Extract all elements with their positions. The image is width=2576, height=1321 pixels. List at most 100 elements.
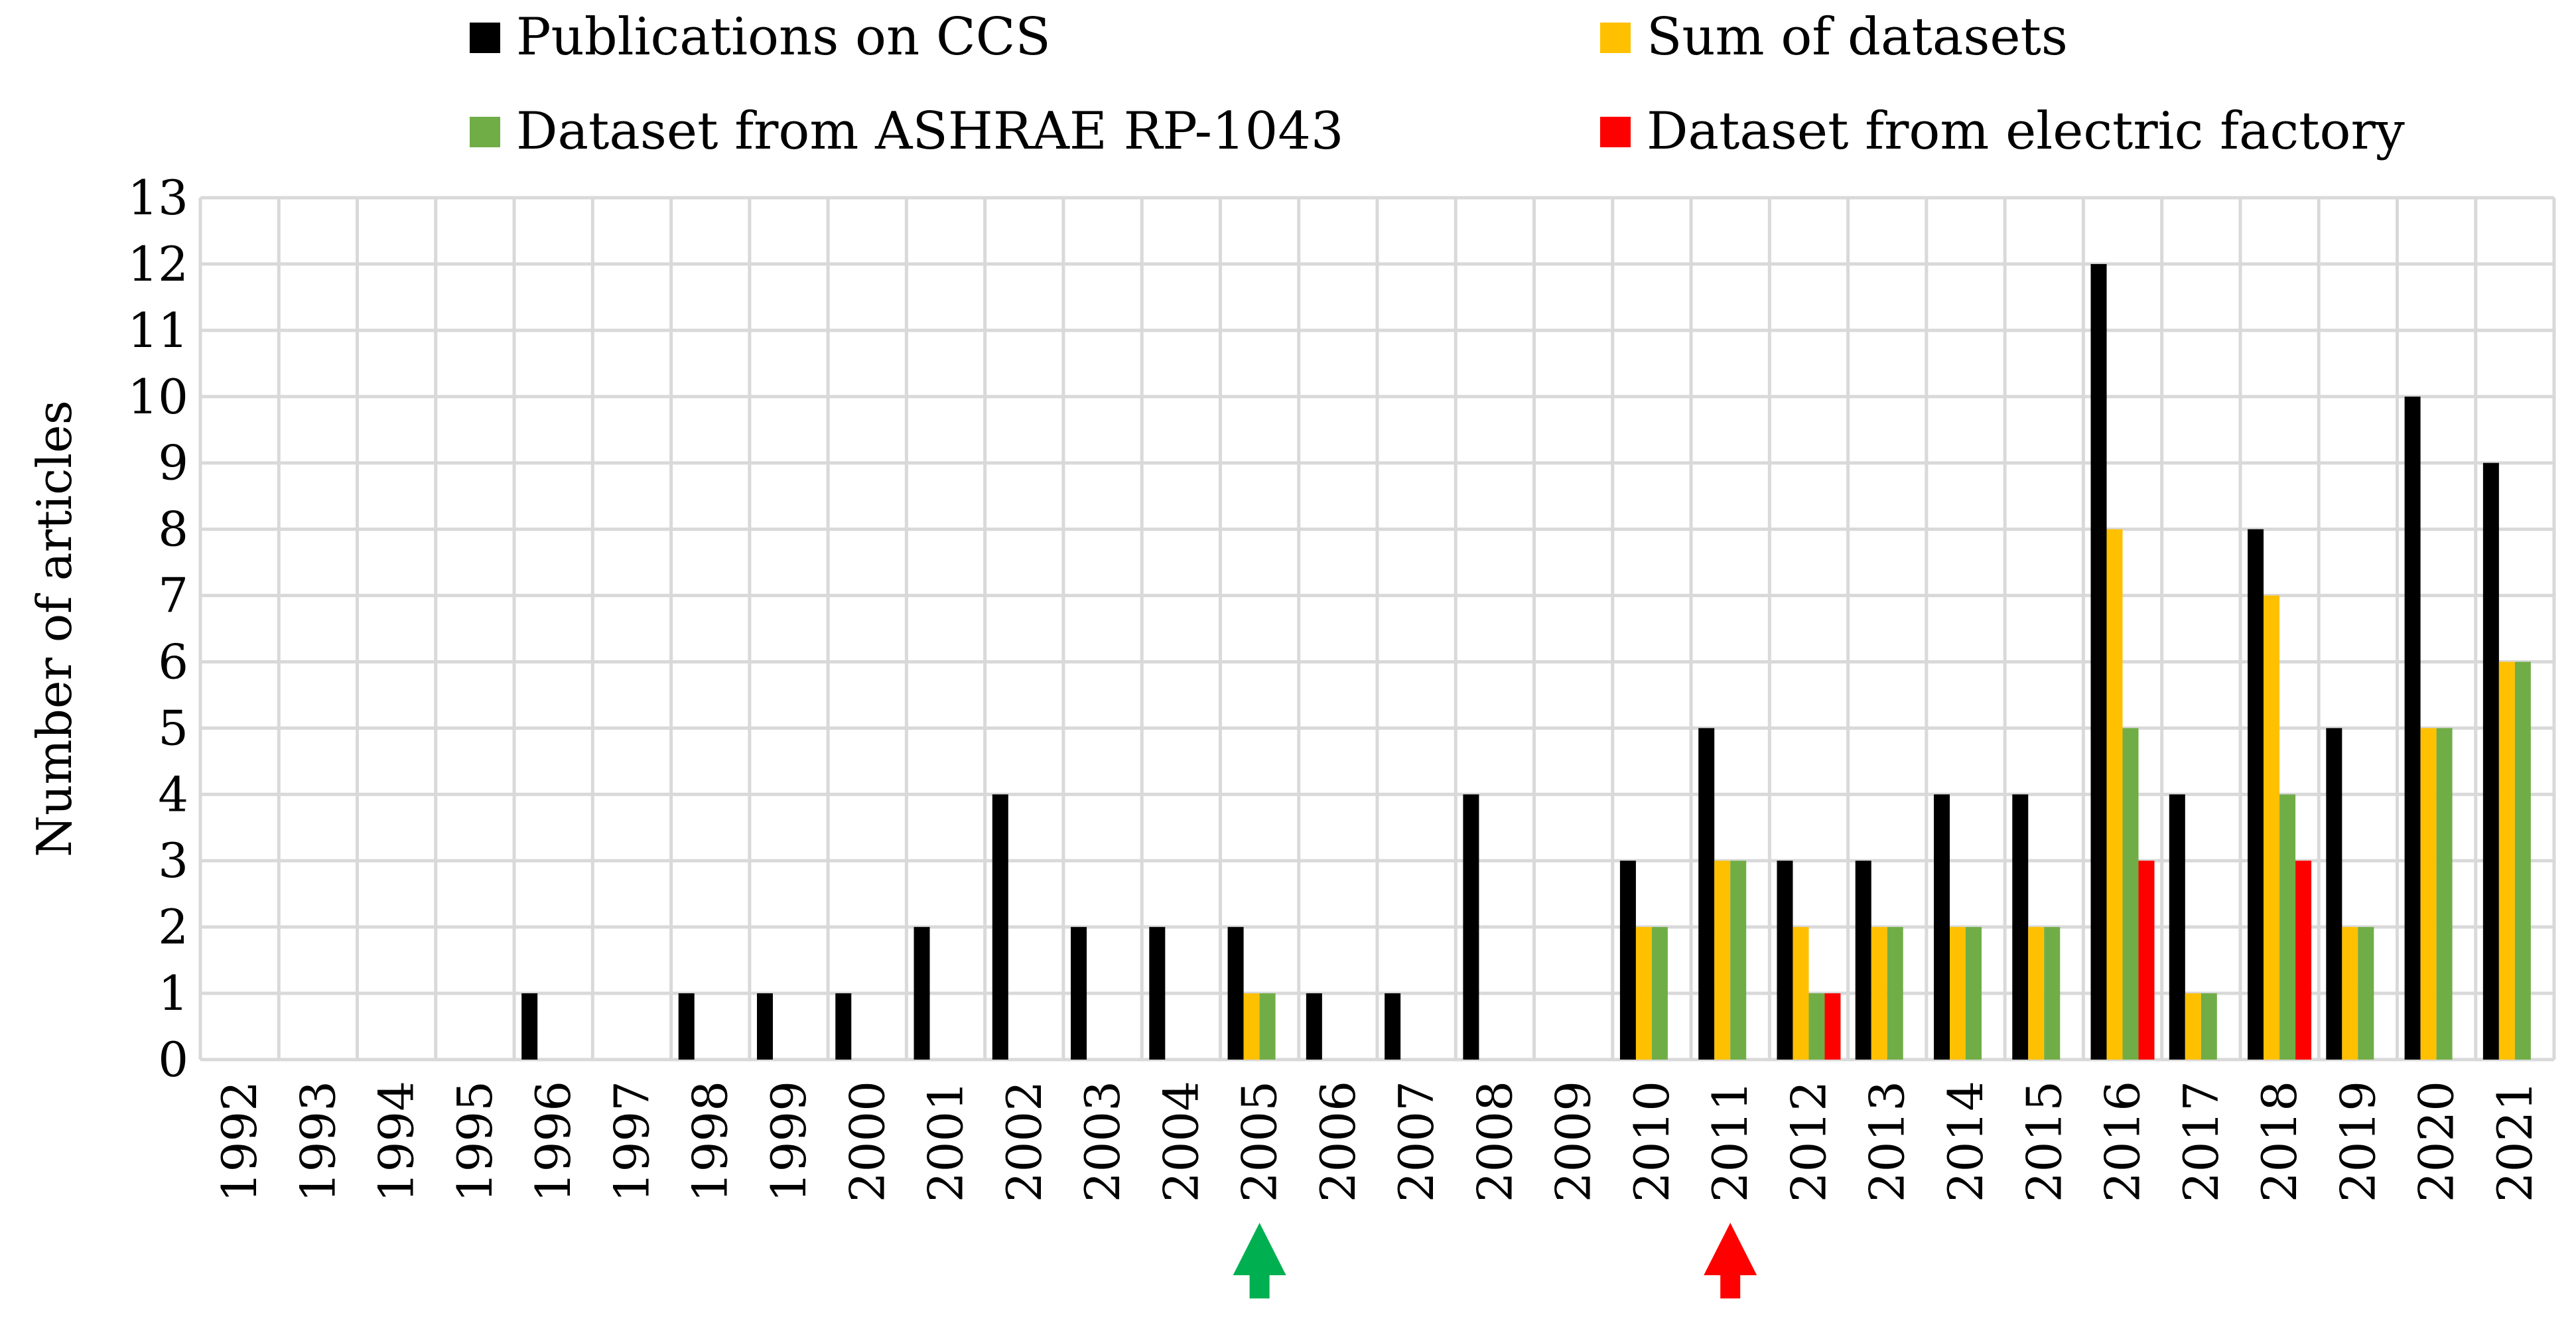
x-tick-label: 2003 (1075, 1081, 1130, 1202)
bar-4-2012 (1824, 993, 1841, 1060)
bar-1-2000 (835, 993, 852, 1060)
legend-swatch (470, 23, 500, 53)
legend-swatch (1600, 23, 1631, 53)
bar-1-2005 (1227, 927, 1244, 1060)
y-tick-label: 13 (127, 170, 188, 226)
annotations (1233, 1223, 1757, 1298)
bar-2-2012 (1793, 927, 1809, 1060)
bar-1-2012 (1777, 861, 1793, 1060)
y-tick-label: 0 (158, 1032, 188, 1087)
x-tick-label: 2015 (2016, 1081, 2072, 1202)
bar-2-2018 (2264, 595, 2280, 1060)
bar-1-2007 (1385, 993, 1401, 1060)
bar-1-2004 (1149, 927, 1166, 1060)
bars (521, 263, 2531, 1060)
x-tick-label: 1997 (604, 1081, 659, 1202)
bar-3-2014 (1966, 927, 1982, 1060)
bar-1-1996 (521, 993, 538, 1060)
x-tick-label: 1993 (290, 1081, 346, 1202)
x-tick-label: 1996 (525, 1081, 581, 1202)
bar-1-2019 (2326, 728, 2342, 1060)
y-tick-label: 8 (158, 502, 188, 557)
bar-2-2015 (2028, 927, 2045, 1060)
x-tick-label: 1999 (761, 1081, 817, 1202)
x-tick-label: 2016 (2095, 1081, 2151, 1202)
x-tick-label: 2009 (1546, 1081, 1601, 1202)
y-tick-label: 4 (158, 766, 188, 822)
bar-2-2016 (2106, 529, 2123, 1060)
bar-1-2017 (2169, 794, 2185, 1060)
bar-1-2015 (2012, 794, 2029, 1060)
bar-2-2011 (1714, 861, 1731, 1060)
legend: Publications on CCS Sum of datasets Datase… (470, 7, 2405, 161)
legend-swatch (470, 117, 500, 147)
bar-2-2010 (1635, 927, 1652, 1060)
x-tick-label: 2017 (2173, 1081, 2229, 1202)
arrow-annotation-2005 (1233, 1223, 1286, 1298)
bar-4-2016 (2138, 861, 2155, 1060)
bar-1-1998 (678, 993, 695, 1060)
bar-3-2005 (1259, 993, 1276, 1060)
bar-1-2010 (1619, 861, 1636, 1060)
x-tick-label: 2021 (2487, 1081, 2543, 1202)
x-tick-label: 2008 (1467, 1081, 1523, 1202)
x-tick-label: 2006 (1310, 1081, 1366, 1202)
x-tick-label: 2013 (1860, 1081, 1915, 1202)
bar-1-2014 (1934, 794, 1950, 1060)
gridlines (198, 196, 2556, 1062)
legend-label: Dataset from electric factory (1647, 102, 2405, 161)
bar-2-2021 (2498, 661, 2515, 1060)
bar-3-2016 (2122, 728, 2139, 1060)
x-tick-label: 2011 (1702, 1081, 1758, 1202)
bar-1-2018 (2248, 529, 2264, 1060)
bar-3-2013 (1887, 927, 1903, 1060)
legend-label: Dataset from ASHRAE RP-1043 (516, 102, 1343, 161)
bar-1-1999 (757, 993, 773, 1060)
x-tick-label: 2004 (1153, 1081, 1209, 1202)
y-tick-label: 10 (127, 369, 188, 425)
y-tick-label: 11 (127, 303, 188, 358)
x-tick-label: 1994 (369, 1081, 425, 1202)
bar-2-2014 (1950, 927, 1966, 1060)
bar-2-2020 (2420, 728, 2437, 1060)
y-tick-label: 3 (158, 833, 188, 888)
x-tick-label: 1992 (212, 1081, 267, 1202)
bar-1-2003 (1071, 927, 1087, 1060)
bar-3-2020 (2436, 728, 2453, 1060)
x-tick-label: 2012 (1781, 1081, 1836, 1202)
bar-1-2021 (2482, 462, 2499, 1060)
x-tick-label: 2020 (2409, 1081, 2465, 1202)
x-tick-label: 2007 (1389, 1081, 1444, 1202)
x-tick-label: 2001 (918, 1081, 974, 1202)
bar-3-2015 (2044, 927, 2061, 1060)
x-tick-label: 2010 (1624, 1081, 1680, 1202)
bar-1-2006 (1306, 993, 1322, 1060)
x-tick-label: 1998 (683, 1081, 738, 1202)
legend-label: Sum of datasets (1647, 7, 2068, 67)
y-tick-label: 5 (158, 700, 188, 756)
y-tick-label: 9 (158, 435, 188, 491)
bar-3-2017 (2201, 993, 2217, 1060)
y-axis-title: Number of articles (27, 400, 82, 857)
bar-3-2019 (2358, 927, 2374, 1060)
bar-1-2016 (2090, 263, 2107, 1060)
x-tick-label: 2000 (839, 1081, 895, 1202)
bar-2-2019 (2342, 927, 2358, 1060)
bar-1-2020 (2404, 396, 2421, 1060)
x-tick-label: 1995 (447, 1081, 503, 1202)
y-tick-label: 12 (127, 236, 188, 292)
bar-1-2001 (914, 927, 930, 1060)
bar-2-2005 (1243, 993, 1260, 1060)
bar-4-2018 (2295, 861, 2312, 1060)
bar-1-2002 (992, 794, 1008, 1060)
y-tick-label: 6 (158, 634, 188, 689)
x-tick-label: 2005 (1232, 1081, 1288, 1202)
x-tick-label: 2014 (1938, 1081, 1994, 1202)
legend-label: Publications on CCS (516, 7, 1051, 67)
y-tick-label: 1 (158, 965, 188, 1021)
bar-3-2012 (1808, 993, 1825, 1060)
bar-2-2017 (2185, 993, 2201, 1060)
legend-swatch (1600, 117, 1631, 147)
